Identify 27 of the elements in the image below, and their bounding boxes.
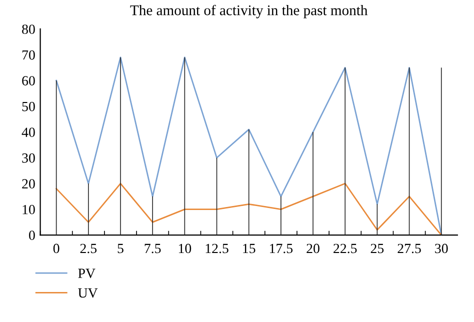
y-tick-label: 0 (29, 230, 35, 240)
x-tick-label: 17.5 (270, 244, 293, 254)
x-tick-label: 7.5 (144, 244, 161, 254)
y-tick-label: 60 (22, 76, 35, 86)
y-tick-label: 20 (22, 179, 35, 188)
x-tick-label: 2.5 (80, 244, 97, 254)
x-tick-label: 22.5 (334, 244, 357, 254)
legend-label: UV (78, 288, 98, 298)
x-tick-label: 27.5 (398, 244, 421, 254)
legend-label: PV (78, 268, 96, 278)
y-tick-label: 80 (22, 24, 35, 34)
x-tick-label: 5 (118, 244, 124, 254)
x-tick-label: 25 (370, 244, 384, 254)
x-tick-label: 15 (243, 244, 256, 254)
x-tick-label: 30 (435, 244, 448, 254)
y-tick-label: 70 (22, 50, 35, 60)
chart-title: The amount of activity in the past month (130, 4, 368, 18)
y-tick-label: 50 (22, 102, 35, 112)
x-tick-label: 12.5 (206, 244, 228, 254)
x-tick-label: 10 (178, 244, 192, 254)
y-tick-label: 30 (22, 153, 35, 163)
x-tick-label: 0 (53, 244, 60, 254)
line-series (56, 56, 442, 236)
line-series (56, 182, 442, 236)
y-tick-label: 40 (22, 128, 35, 137)
y-tick-label: 10 (22, 204, 35, 214)
x-tick-label: 20 (306, 244, 320, 254)
